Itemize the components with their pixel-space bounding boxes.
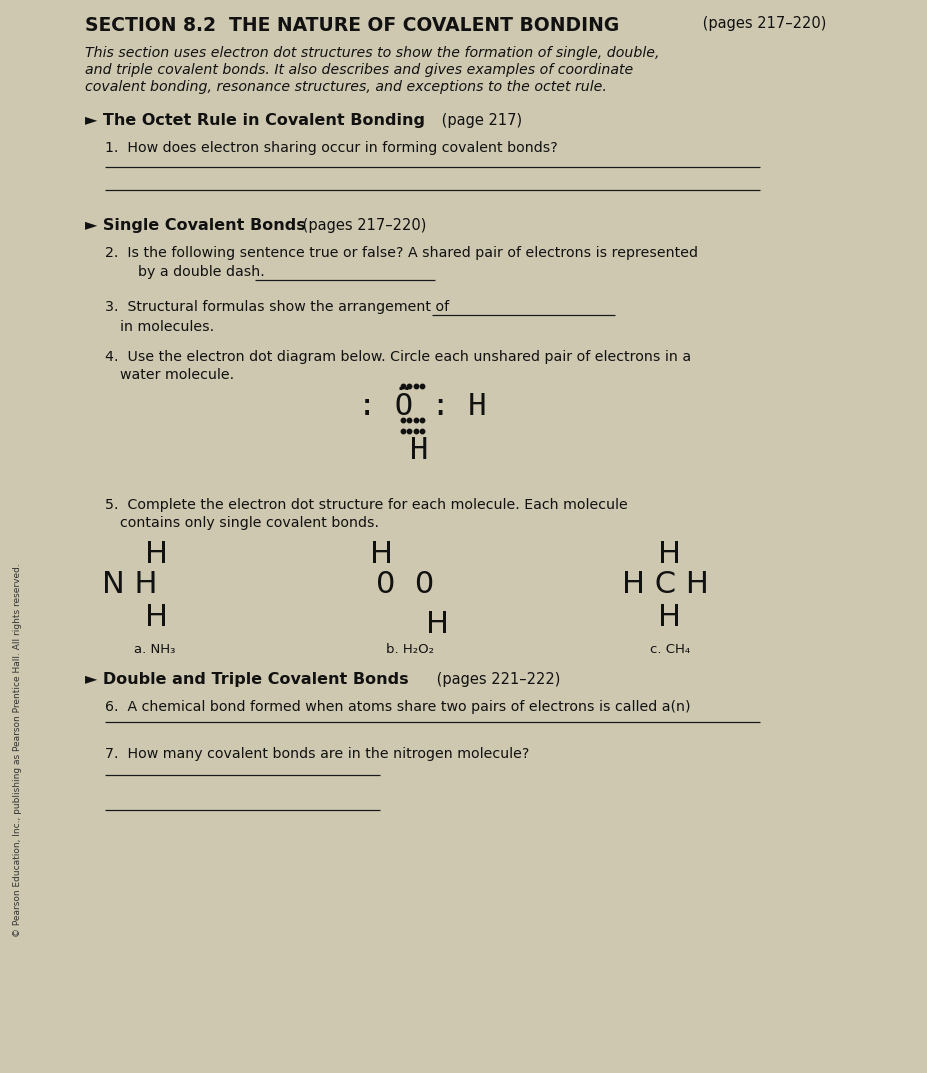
Text: SECTION 8.2  THE NATURE OF COVALENT BONDING: SECTION 8.2 THE NATURE OF COVALENT BONDI… — [85, 16, 618, 35]
Text: : Ö : H: : Ö : H — [358, 392, 486, 421]
Text: H: H — [370, 540, 393, 569]
Text: covalent bonding, resonance structures, and exceptions to the octet rule.: covalent bonding, resonance structures, … — [85, 80, 606, 94]
Text: 3.  Structural formulas show the arrangement of: 3. Structural formulas show the arrangem… — [105, 300, 453, 314]
Text: 4.  Use the electron dot diagram below. Circle each unshared pair of electrons i: 4. Use the electron dot diagram below. C… — [105, 350, 691, 364]
Text: H: H — [410, 436, 428, 465]
Text: ► Double and Triple Covalent Bonds: ► Double and Triple Covalent Bonds — [85, 672, 408, 687]
Text: 0  0: 0 0 — [375, 570, 434, 599]
Text: N H: N H — [102, 570, 158, 599]
Text: H: H — [146, 603, 169, 632]
Text: 5.  Complete the electron dot structure for each molecule. Each molecule: 5. Complete the electron dot structure f… — [105, 498, 627, 512]
Text: H: H — [658, 540, 680, 569]
Text: contains only single covalent bonds.: contains only single covalent bonds. — [120, 516, 378, 530]
Text: and triple covalent bonds. It also describes and gives examples of coordinate: and triple covalent bonds. It also descr… — [85, 63, 632, 77]
Text: This section uses electron dot structures to show the formation of single, doubl: This section uses electron dot structure… — [85, 46, 659, 60]
Text: by a double dash.: by a double dash. — [120, 265, 269, 279]
Text: (pages 217–220): (pages 217–220) — [298, 218, 425, 233]
Text: (pages 221–222): (pages 221–222) — [432, 672, 560, 687]
Text: (page 217): (page 217) — [437, 113, 522, 128]
Text: H: H — [146, 540, 169, 569]
Text: 1.  How does electron sharing occur in forming covalent bonds?: 1. How does electron sharing occur in fo… — [105, 141, 557, 155]
Text: 7.  How many covalent bonds are in the nitrogen molecule?: 7. How many covalent bonds are in the ni… — [105, 747, 528, 761]
Text: ► The Octet Rule in Covalent Bonding: ► The Octet Rule in Covalent Bonding — [85, 113, 425, 128]
Text: H: H — [426, 609, 449, 640]
Text: a. NH₃: a. NH₃ — [134, 643, 175, 656]
Text: (pages 217–220): (pages 217–220) — [697, 16, 825, 31]
Text: 2.  Is the following sentence true or false? A shared pair of electrons is repre: 2. Is the following sentence true or fal… — [105, 246, 697, 260]
Text: in molecules.: in molecules. — [120, 320, 214, 334]
Text: ► Single Covalent Bonds: ► Single Covalent Bonds — [85, 218, 305, 233]
Text: 6.  A chemical bond formed when atoms share two pairs of electrons is called a(n: 6. A chemical bond formed when atoms sha… — [105, 700, 690, 714]
Text: water molecule.: water molecule. — [120, 368, 234, 382]
Text: © Pearson Education, Inc., publishing as Pearson Prentice Hall. All rights reser: © Pearson Education, Inc., publishing as… — [14, 563, 22, 937]
Text: c. CH₄: c. CH₄ — [649, 643, 690, 656]
Text: b. H₂O₂: b. H₂O₂ — [386, 643, 434, 656]
Text: H: H — [658, 603, 680, 632]
Text: H C H: H C H — [621, 570, 707, 599]
